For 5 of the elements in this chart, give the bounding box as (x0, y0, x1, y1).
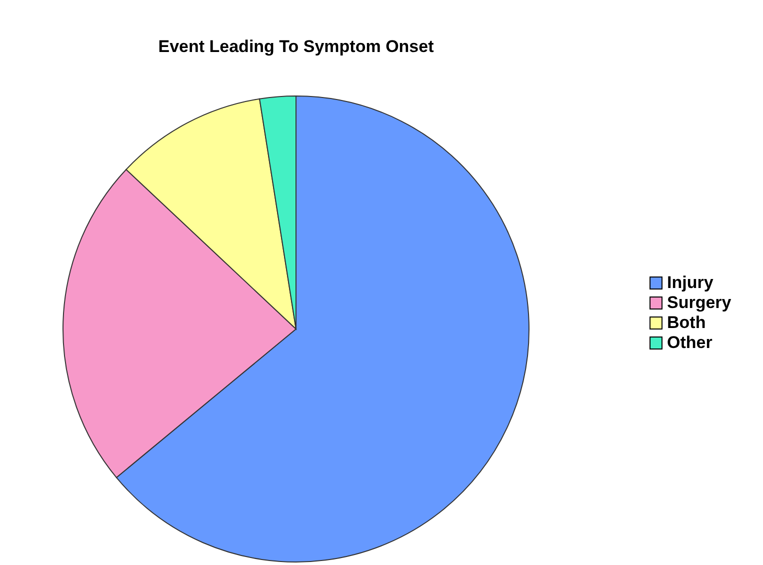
chart-title: Event Leading To Symptom Onset (158, 37, 434, 56)
legend-label: Injury (667, 273, 714, 292)
legend-label: Other (667, 333, 713, 352)
legend-label: Both (667, 313, 706, 332)
legend-label: Surgery (667, 293, 732, 312)
